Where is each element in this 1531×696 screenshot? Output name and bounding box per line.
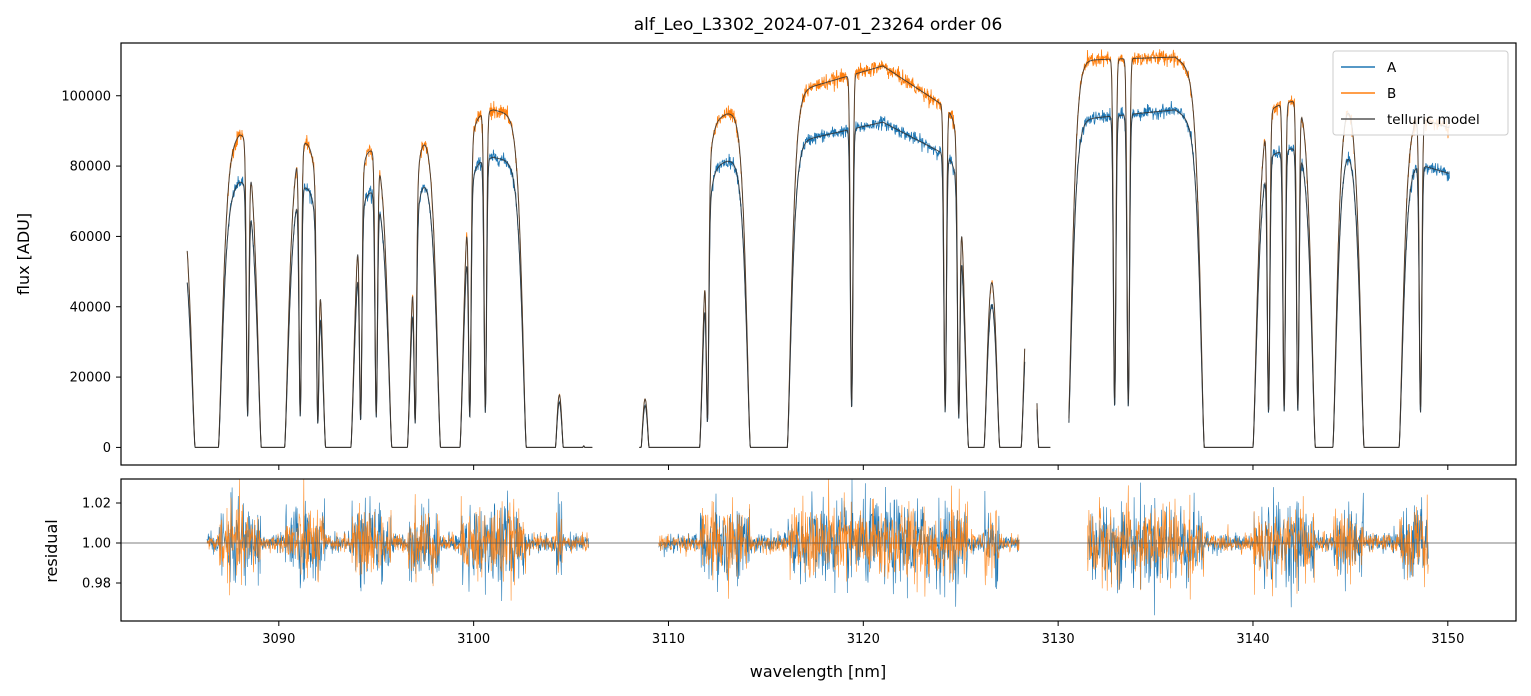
residual-x-tick-label: 3090 [262, 632, 295, 647]
residual-x-tick-label: 3120 [847, 632, 880, 647]
residual-x-axis: 3090 3100 3110 3120 3130 3140 3150 [262, 621, 1464, 647]
flux-y-axis: 0 20000 40000 60000 80000 100000 [61, 89, 121, 456]
residual-plot-area: 0.98 1.00 1.02 3090 3100 3110 3120 3130 3140 315… [82, 478, 1517, 647]
residual-series-group [121, 479, 1516, 616]
flux-y-tick-label: 20000 [70, 371, 111, 386]
residual-x-tick-label: 3100 [457, 632, 490, 647]
residual-y-tick-label: 0.98 [82, 577, 111, 592]
residual-y-axis: 0.98 1.00 1.02 [82, 497, 121, 592]
legend-box [1332, 50, 1509, 136]
legend-entry-label: telluric model [1387, 112, 1480, 128]
flux-x-axis [278, 465, 1449, 470]
flux-y-tick-label: 0 [103, 441, 111, 456]
legend-entry-label: A [1387, 60, 1397, 76]
residual-y-tick-label: 1.00 [82, 537, 111, 552]
flux-y-tick-label: 100000 [61, 89, 111, 104]
flux-plot-area: 0 20000 40000 60000 80000 100000 [61, 42, 1517, 470]
legend-entry-label: B [1387, 86, 1396, 102]
residual-b-line [206, 479, 1429, 601]
telluric-model-b-line [186, 56, 1450, 448]
residual-x-tick-label: 3150 [1431, 632, 1464, 647]
flux-y-tick-label: 80000 [70, 160, 111, 175]
residual-x-tick-label: 3130 [1042, 632, 1075, 647]
x-axis-label: wavelength [nm] [750, 662, 887, 681]
flux-axes-frame [120, 42, 1517, 466]
residual-x-tick-label: 3110 [652, 632, 685, 647]
residual-x-tick-label: 3140 [1236, 632, 1269, 647]
chart-title: alf_Leo_L3302_2024-07-01_23264 order 06 [634, 15, 1003, 35]
flux-y-axis-label: flux [ADU] [14, 213, 33, 295]
residual-y-axis-label: residual [42, 519, 61, 582]
flux-series-group [186, 49, 1450, 448]
flux-y-tick-label: 60000 [70, 230, 111, 245]
flux-y-tick-label: 40000 [70, 300, 111, 315]
residual-y-tick-label: 1.02 [82, 497, 111, 512]
residual-axes-frame [120, 478, 1517, 622]
